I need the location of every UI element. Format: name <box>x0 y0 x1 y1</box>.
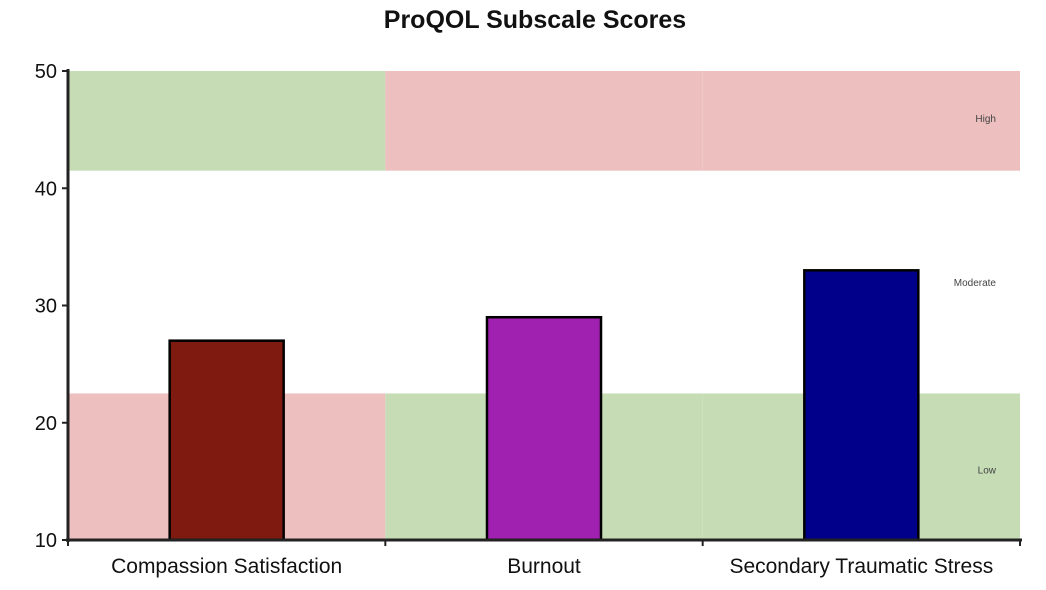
bar-1[interactable] <box>485 315 603 542</box>
band-2-5 <box>702 71 1020 171</box>
labels-layer: 10 20 30 40 50 Compassion Satisfaction Burnout… <box>35 61 997 578</box>
x-category-label-2: Secondary Traumatic Stress <box>729 555 993 578</box>
y-tick-label-3: 40 <box>35 178 57 200</box>
y-tick-label-1: 20 <box>35 413 57 435</box>
y-tick-label-4: 50 <box>35 61 57 83</box>
band-label-low: Low <box>978 466 997 477</box>
x-category-label-0: Compassion Satisfaction <box>111 555 342 578</box>
chart-title: ProQOL Subscale Scores <box>384 6 686 34</box>
band-label-moderate: Moderate <box>954 278 997 289</box>
axes-layer <box>62 69 1022 546</box>
x-category-label-1: Burnout <box>507 555 581 578</box>
y-tick-label-0: 10 <box>35 530 57 552</box>
band-label-high: High <box>975 114 996 125</box>
bar-0[interactable] <box>168 339 285 542</box>
band-0-1 <box>68 71 386 171</box>
y-tick-label-2: 30 <box>35 296 57 318</box>
bar-2[interactable] <box>803 269 920 542</box>
bars-layer <box>168 269 920 542</box>
band-1-3 <box>385 71 703 171</box>
